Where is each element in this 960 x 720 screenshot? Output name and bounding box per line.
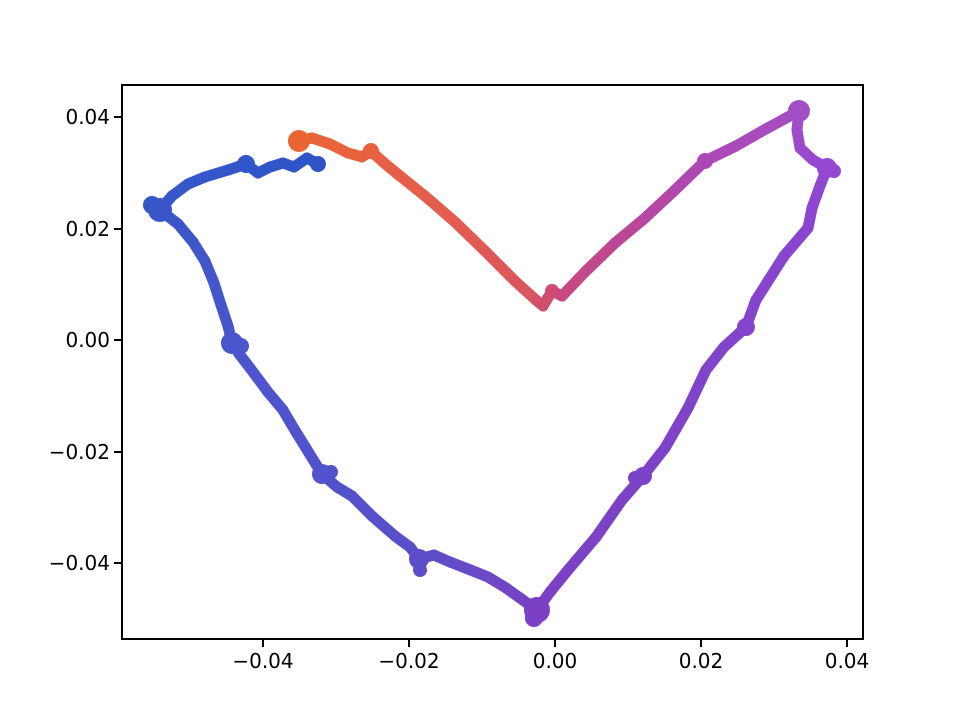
x-tick-label: −0.04	[232, 649, 294, 673]
trajectory-dot	[142, 195, 161, 214]
y-tick-mark	[114, 339, 121, 341]
trajectory-dot	[697, 152, 714, 169]
trajectory-dot	[826, 164, 841, 179]
trajectory-dot	[233, 338, 250, 355]
x-tick-mark	[261, 640, 264, 647]
x-tick-mark	[845, 640, 848, 647]
trajectory-segment	[778, 222, 814, 262]
x-tick-mark	[553, 640, 556, 647]
trajectory-dot	[408, 548, 429, 569]
y-tick-label: −0.04	[48, 551, 110, 575]
x-tick-mark	[407, 640, 410, 647]
trajectory-segment	[562, 531, 602, 576]
trajectory-segment	[579, 237, 621, 278]
x-tick-label: −0.02	[378, 649, 440, 673]
trajectory-dot	[787, 99, 810, 122]
y-tick-mark	[114, 227, 121, 230]
trajectory-segment	[556, 266, 591, 302]
trajectory-dot	[287, 129, 310, 152]
trajectory-dot	[236, 155, 255, 174]
trajectory-dot	[309, 156, 326, 173]
y-tick-mark	[114, 562, 121, 564]
trajectory-segment	[449, 216, 491, 257]
trajectory-dot	[324, 465, 339, 480]
trajectory-segment	[682, 364, 712, 414]
trajectory-segment	[419, 190, 461, 228]
x-tick-label: 0.02	[678, 649, 724, 673]
trajectory-dot	[736, 318, 755, 337]
trajectory-dot	[627, 470, 642, 485]
trajectory-dot	[362, 143, 379, 160]
x-tick-label: 0.00	[532, 649, 578, 673]
trajectory-dot	[544, 284, 559, 299]
trajectory-segment	[659, 402, 694, 454]
x-tick-label: 0.04	[824, 649, 870, 673]
y-tick-label: 0.00	[65, 328, 110, 352]
y-tick-label: 0.02	[65, 216, 110, 241]
trajectory-segment	[750, 250, 790, 306]
trajectory-segment	[639, 184, 681, 224]
y-tick-mark	[114, 116, 121, 118]
trajectory-segment	[590, 494, 628, 543]
y-tick-label: −0.02	[48, 439, 110, 464]
trajectory-segment	[609, 212, 651, 249]
x-tick-mark	[699, 640, 702, 647]
y-tick-label: 0.04	[65, 105, 110, 129]
trajectory-segment	[479, 245, 521, 287]
y-tick-mark	[114, 450, 121, 453]
trajectory-dot	[524, 609, 543, 628]
trajectory-dot	[413, 563, 428, 578]
